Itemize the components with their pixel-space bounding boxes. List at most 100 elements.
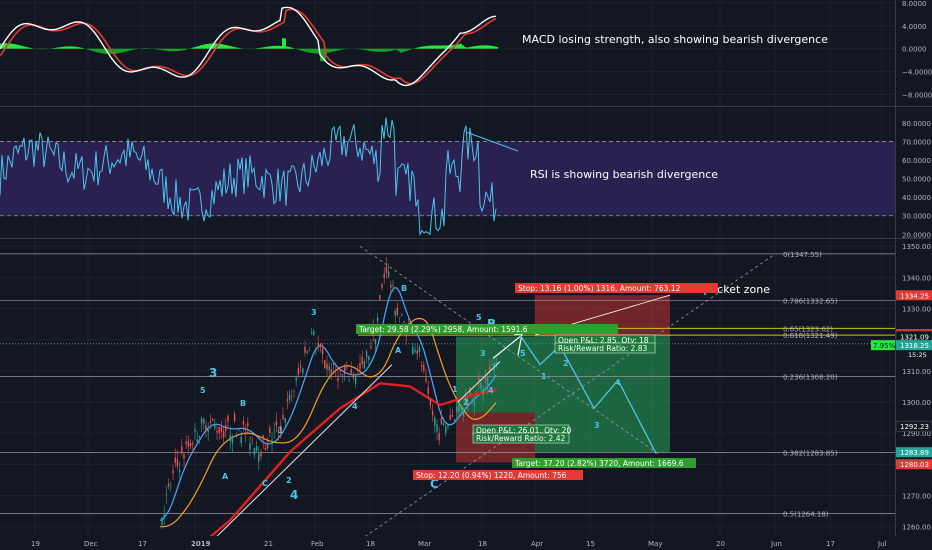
price-axis[interactable]: 8.0000 4.0000 0.0000 −4.0000 −8.0000 80.0000 7… <box>871 0 932 532</box>
price-tick-label: 1310.00 <box>902 368 931 376</box>
candle-body <box>396 307 399 316</box>
projection-wave <box>519 334 657 454</box>
candle-body <box>398 317 401 319</box>
macd-histogram-bar <box>360 48 362 50</box>
candle-body <box>231 436 234 444</box>
candle-body <box>431 410 434 416</box>
macd-histogram-bar <box>324 48 326 61</box>
candle-body <box>236 436 238 437</box>
trendline-2 <box>457 361 501 403</box>
candle-body <box>423 364 425 371</box>
candle-body <box>255 446 258 451</box>
macd-histogram-bar <box>214 43 216 49</box>
candle-body <box>359 363 361 370</box>
macd-histogram-bar <box>114 48 116 54</box>
position-label-bg <box>472 432 570 444</box>
macd-tick-label: 8.0000 <box>902 0 927 8</box>
candle-body <box>229 435 231 441</box>
candle-body <box>209 421 212 423</box>
candle-body <box>467 401 469 406</box>
macd-histogram-bar <box>232 46 234 49</box>
macd-histogram-bar <box>258 48 260 49</box>
candle-body <box>187 440 190 447</box>
candle-body <box>266 444 269 449</box>
candle-body <box>486 377 489 385</box>
macd-histogram-bar <box>372 48 374 52</box>
rsi-tick-label: 20.0000 <box>902 231 931 239</box>
macd-histogram-bar <box>322 48 324 62</box>
macd-tick-label: −4.0000 <box>902 69 932 77</box>
macd-histogram-bar <box>384 48 386 52</box>
macd-histogram-bar <box>160 48 162 51</box>
candle-body <box>271 440 273 445</box>
macd-histogram-bar <box>432 45 434 49</box>
candle-body <box>354 377 357 384</box>
time-tick-label: 18 <box>478 540 487 548</box>
macd-histogram-bar <box>274 45 276 49</box>
candle-body <box>315 348 317 350</box>
macd-histogram-bar <box>96 48 98 53</box>
macd-histogram-bar <box>308 48 310 53</box>
macd-histogram-bar <box>42 48 44 50</box>
macd-histogram-bar <box>490 45 492 49</box>
candle-body <box>291 396 293 398</box>
macd-histogram-bar <box>468 47 470 49</box>
time-axis[interactable]: 19 Dec 17 2019 21 Feb 18 Mar 18 Apr 15 May 20 Jun 17 Ju… <box>0 536 932 550</box>
macd-histogram-bar <box>8 43 10 49</box>
candle-body <box>324 360 326 369</box>
wave-label: 1 <box>452 385 458 394</box>
macd-histogram-bar <box>30 48 32 49</box>
time-tick-label: May <box>648 540 662 548</box>
macd-histogram-bar <box>116 48 118 54</box>
candle-body <box>214 423 216 429</box>
macd-histogram-bar <box>488 45 490 49</box>
candle-body <box>304 346 306 353</box>
candle-body <box>480 383 482 389</box>
macd-histogram-bar <box>396 48 398 51</box>
macd-histogram-bar <box>462 45 464 49</box>
candle-body <box>374 338 377 344</box>
fib-label: 0.786(1332.65) <box>783 297 838 305</box>
macd-histogram-bar <box>78 47 80 49</box>
rsi-annotation: RSI is showing bearish divergence <box>530 168 718 181</box>
macd-histogram-bar <box>478 45 480 49</box>
macd-histogram-bar <box>236 47 238 49</box>
rsi-panel[interactable] <box>0 117 895 237</box>
candle-body <box>368 356 370 361</box>
macd-histogram-bar <box>326 48 328 53</box>
candle-body <box>192 442 194 445</box>
macd-histogram-bar <box>472 46 474 49</box>
fib-label: 0.382(1283.85) <box>783 449 838 457</box>
candle-body <box>363 361 366 369</box>
candle-body <box>302 368 304 374</box>
macd-histogram-bar <box>228 45 230 49</box>
macd-histogram-bar <box>202 44 204 49</box>
macd-histogram-bar <box>278 45 280 49</box>
macd-histogram-bar <box>280 45 282 49</box>
macd-histogram-bar <box>266 46 268 49</box>
macd-histogram-bar <box>196 46 198 49</box>
candle-body <box>275 421 278 426</box>
candle-body <box>436 424 438 432</box>
candle-body <box>183 453 185 459</box>
candle-body <box>489 366 491 371</box>
macd-histogram-bar <box>100 48 102 54</box>
macd-histogram-bar <box>316 48 318 54</box>
macd-histogram-bar <box>286 46 288 49</box>
macd-histogram-bar <box>64 46 66 49</box>
time-tick-label: Feb <box>311 540 324 548</box>
price-tick-label: 1290.00 <box>902 430 931 438</box>
macd-histogram-bar <box>484 45 486 49</box>
macd-histogram-bar <box>56 47 58 49</box>
macd-histogram-bar <box>298 48 300 50</box>
candle-body <box>306 351 308 353</box>
candle-body <box>401 314 403 316</box>
time-axis-bg <box>0 536 932 550</box>
macd-panel[interactable] <box>0 6 498 87</box>
candle-body <box>269 427 271 433</box>
time-tick-label: Jul <box>877 540 887 548</box>
wave-label: B <box>240 399 246 408</box>
rsi-line <box>0 117 497 237</box>
macd-histogram-bar <box>290 47 292 49</box>
